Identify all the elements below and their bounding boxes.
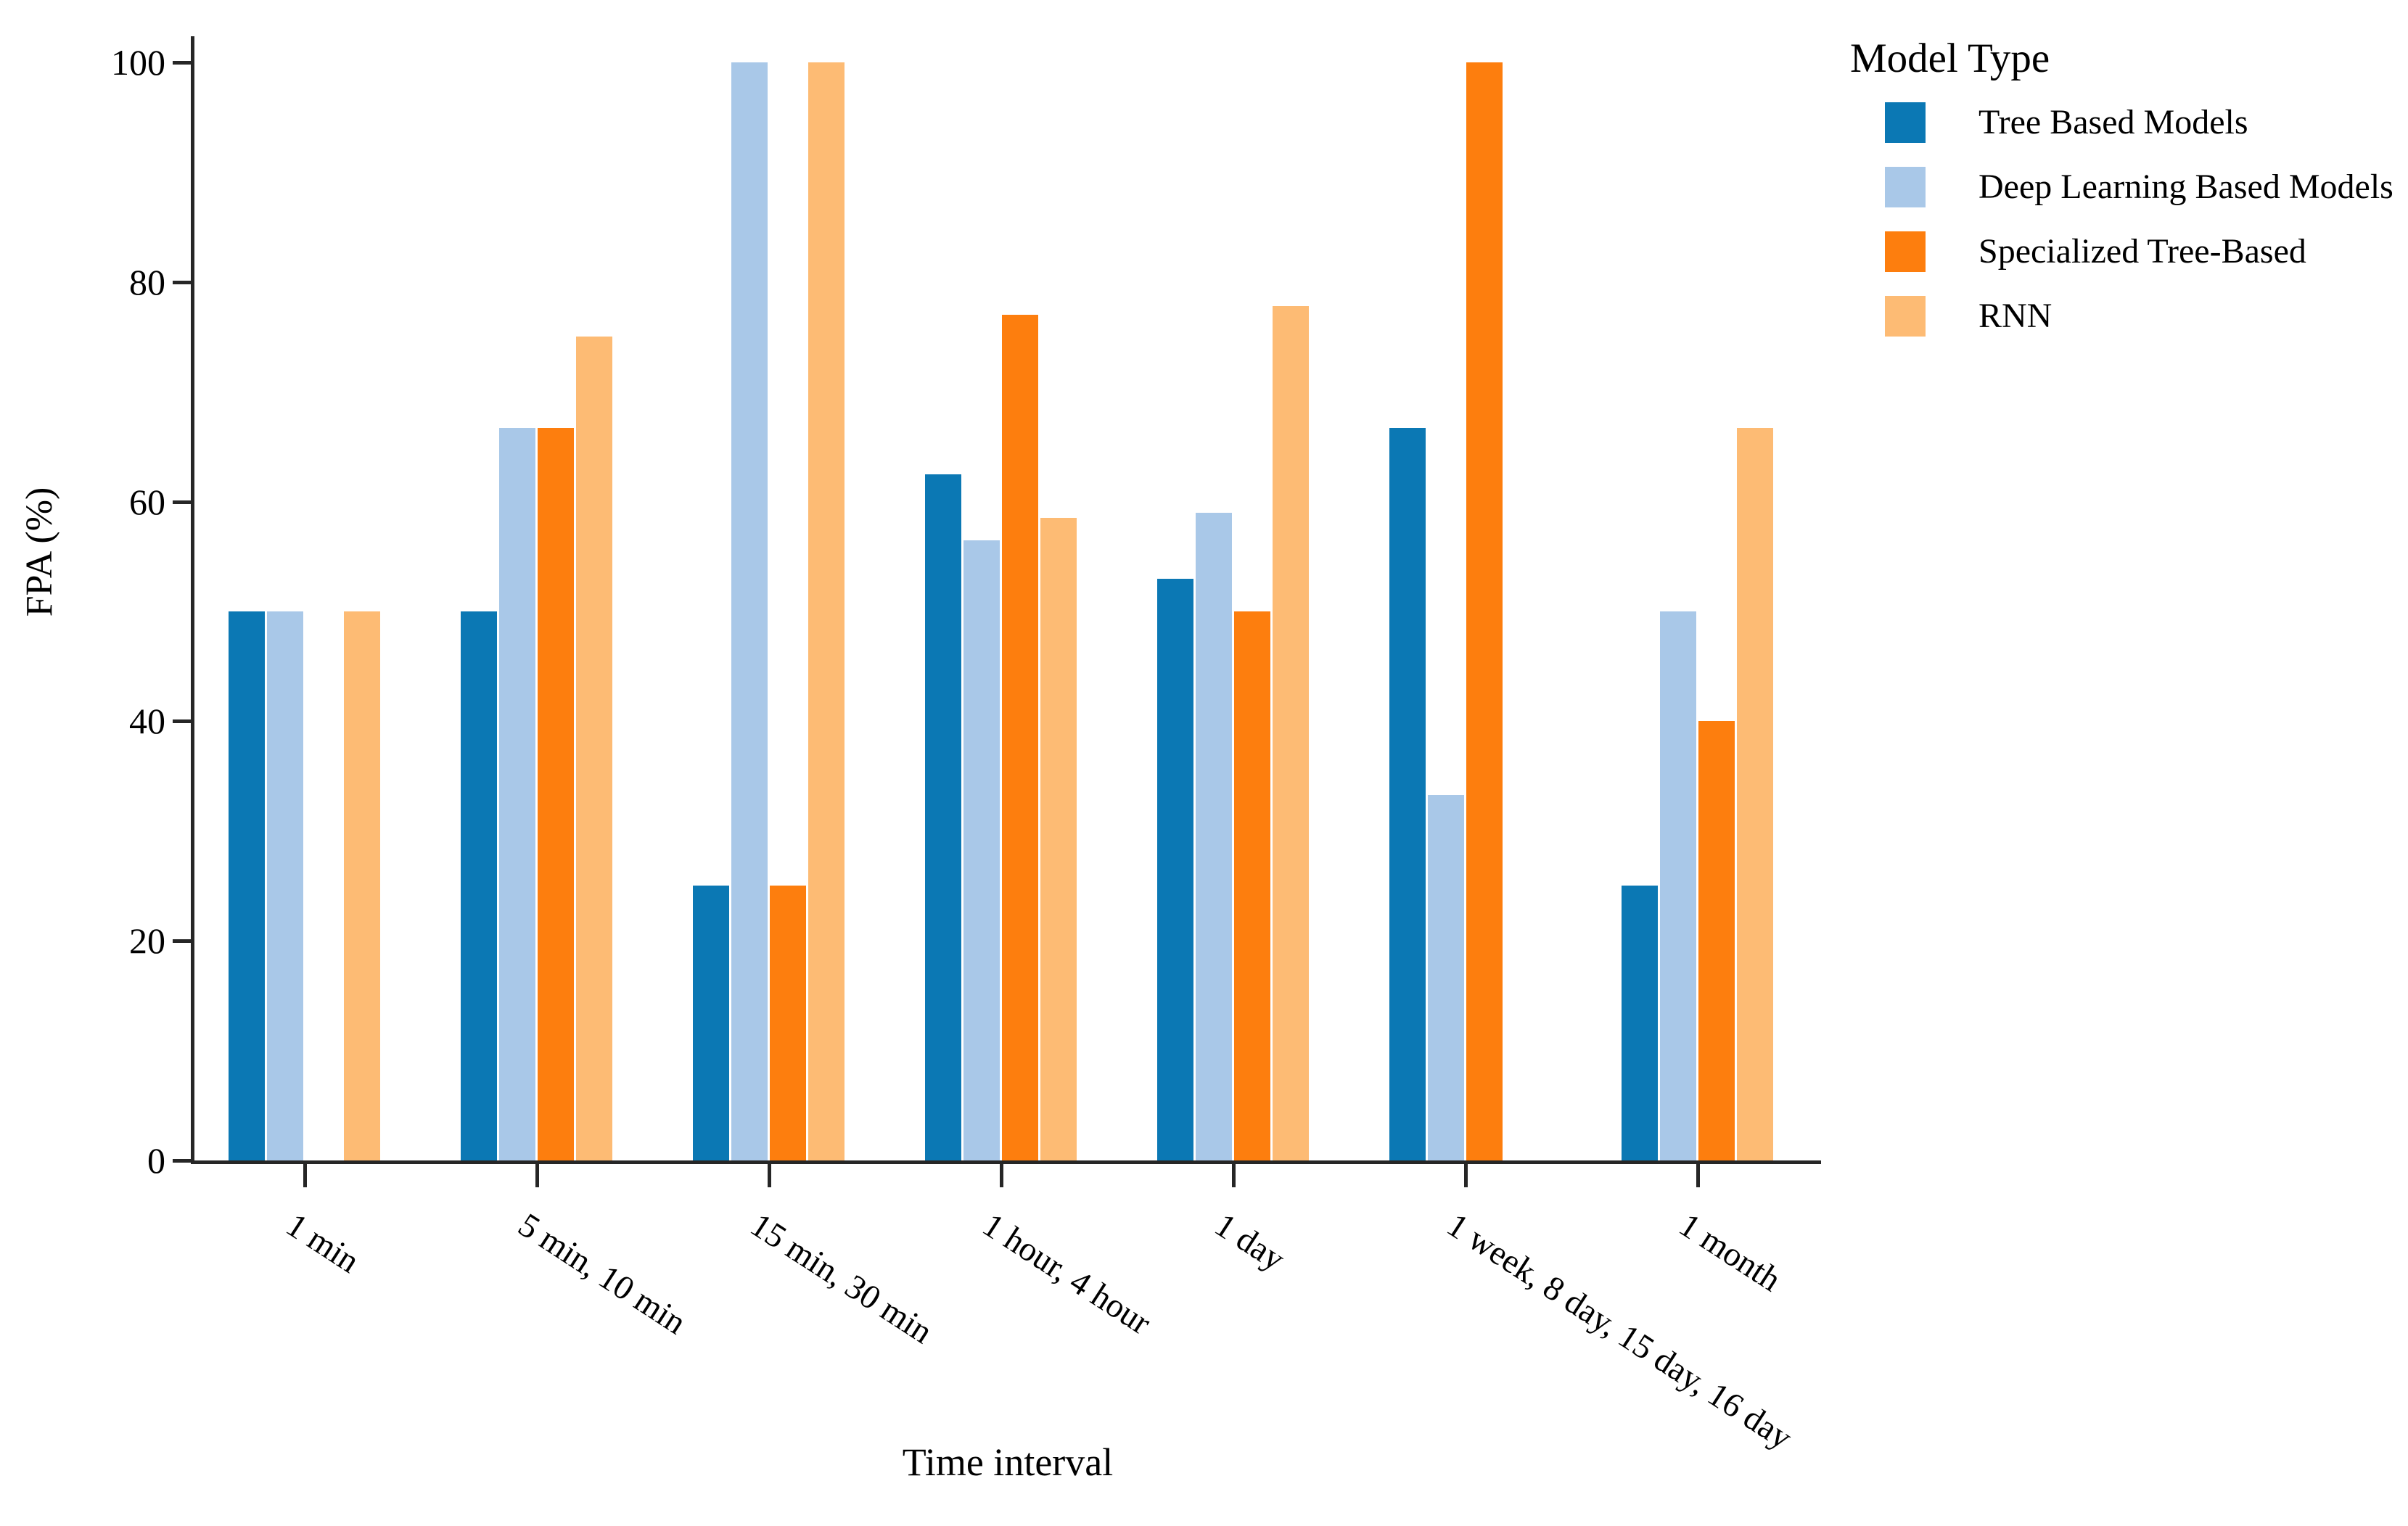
x-tick-label: 5 min, 10 min [511,1205,693,1343]
bar [344,611,380,1160]
y-tick-label: 40 [129,701,165,742]
x-tick-mark [1232,1164,1236,1187]
x-tick-mark [303,1164,307,1187]
legend-label: RNN [1978,297,2052,335]
y-tick-mark [173,719,194,724]
legend-swatch [1885,296,1926,337]
y-tick-label: 80 [129,261,165,302]
y-tick-label: 60 [129,481,165,522]
bar [1389,428,1426,1160]
x-tick-label: 1 hour, 4 hour [976,1205,1158,1343]
bar [963,540,1000,1160]
y-tick-mark [173,61,194,65]
y-axis-spine [191,36,194,1164]
bar [1660,611,1696,1160]
x-tick-mark [768,1164,771,1187]
y-tick-mark [173,1159,194,1163]
bar [538,428,574,1160]
bar [1273,306,1309,1160]
x-axis-title: Time interval [902,1440,1114,1484]
x-tick-label: 1 day [1208,1205,1291,1279]
y-axis-title: FPA (%) [19,487,60,617]
bar [731,62,768,1160]
bar [1466,62,1503,1160]
bar [1040,518,1077,1160]
y-tick-mark [173,500,194,504]
bar [1157,579,1193,1160]
bar [808,62,845,1160]
bar [229,611,265,1160]
bar [267,611,303,1160]
x-tick-label: 1 min [279,1205,366,1281]
bar [1698,721,1735,1160]
bar [1428,795,1464,1160]
x-tick-mark [1464,1164,1468,1187]
y-tick-mark [173,939,194,944]
x-tick-mark [1000,1164,1003,1187]
legend-swatch [1885,102,1926,143]
x-tick-label: 1 month [1672,1205,1788,1300]
legend-label: Deep Learning Based Models [1978,168,2393,206]
x-axis-spine [191,1160,1821,1164]
bar [693,886,729,1160]
bar [499,428,535,1160]
bar [1002,315,1038,1160]
x-tick-label: 15 min, 30 min [744,1205,940,1351]
bar [576,337,612,1160]
y-tick-mark [173,280,194,284]
x-tick-mark [535,1164,539,1187]
legend-title: Model Type [1850,36,2050,81]
y-tick-label: 20 [129,920,165,962]
bar [1737,428,1773,1160]
legend-label: Tree Based Models [1978,103,2248,141]
x-tick-mark [1696,1164,1700,1187]
legend-swatch [1885,231,1926,272]
legend-swatch [1885,167,1926,207]
bar [770,886,806,1160]
bar [1234,611,1270,1160]
y-tick-label: 100 [111,42,165,83]
bar [1196,513,1232,1160]
bar [461,611,497,1160]
y-tick-label: 0 [147,1140,165,1181]
bar [925,474,961,1160]
bar [1622,886,1658,1160]
legend-label: Specialized Tree-Based [1978,232,2306,271]
